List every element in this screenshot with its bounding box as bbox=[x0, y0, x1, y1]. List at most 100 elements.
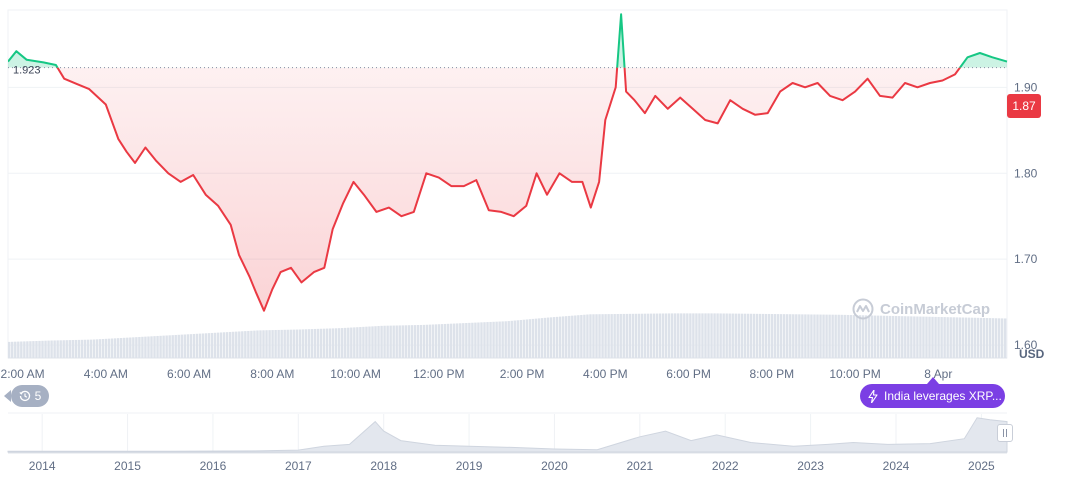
volume-bar bbox=[150, 336, 153, 358]
volume-bar bbox=[707, 313, 710, 358]
volume-bar bbox=[819, 314, 822, 358]
currency-label: USD bbox=[1019, 347, 1045, 361]
volume-bar bbox=[607, 314, 610, 358]
volume-bar bbox=[928, 316, 931, 358]
volume-bar bbox=[958, 317, 961, 358]
volume-bar bbox=[492, 321, 495, 358]
volume-bar bbox=[38, 340, 41, 358]
volume-bar bbox=[937, 316, 940, 358]
volume-bar bbox=[598, 314, 601, 358]
volume-bar bbox=[767, 313, 771, 358]
volume-bar bbox=[486, 322, 489, 358]
volume-bar bbox=[834, 314, 837, 358]
news-event-badge[interactable]: India leverages XRP... bbox=[860, 384, 1005, 408]
volume-bar bbox=[68, 340, 71, 358]
volume-bar bbox=[337, 328, 341, 358]
volume-bar bbox=[840, 314, 843, 358]
volume-bar bbox=[701, 313, 704, 358]
navigator-year-label: 2018 bbox=[370, 459, 397, 473]
volume-bar bbox=[310, 329, 314, 358]
navigator-range-handle[interactable] bbox=[997, 424, 1013, 442]
volume-bar bbox=[101, 338, 105, 358]
volume-bar bbox=[8, 341, 11, 358]
volume-bar bbox=[628, 313, 632, 358]
volume-bar bbox=[816, 314, 819, 358]
volume-bar bbox=[761, 313, 765, 358]
volume-bar bbox=[631, 313, 635, 358]
volume-bar bbox=[216, 332, 220, 358]
volume-bar bbox=[65, 340, 68, 358]
volume-bar bbox=[577, 315, 580, 358]
volume-bar bbox=[543, 317, 547, 358]
volume-bar bbox=[967, 317, 971, 358]
volume-bar bbox=[773, 314, 777, 358]
volume-bar bbox=[776, 314, 780, 358]
volume-bar bbox=[719, 313, 722, 358]
volume-bar bbox=[619, 313, 622, 358]
navigator-year-label: 2022 bbox=[712, 459, 739, 473]
y-tick-label: 1.80 bbox=[1014, 166, 1038, 180]
price-line-below bbox=[56, 67, 962, 312]
x-tick-label: 4:00 PM bbox=[583, 367, 628, 381]
volume-bar bbox=[637, 313, 641, 358]
volume-bar bbox=[431, 324, 435, 358]
volume-bar bbox=[752, 313, 756, 358]
volume-bar bbox=[395, 325, 398, 358]
navigator[interactable]: 2014 2015 2016 2017 2018 2019 2020 2021 2022 2023… bbox=[7, 412, 1008, 473]
volume-bar bbox=[604, 314, 607, 358]
volume-bar bbox=[825, 314, 828, 358]
volume-bar bbox=[852, 315, 856, 358]
volume-bar bbox=[29, 341, 32, 358]
volume-bar bbox=[795, 314, 798, 358]
volume-bar bbox=[289, 329, 292, 358]
volume-bar bbox=[398, 325, 401, 358]
volume-bar bbox=[919, 316, 922, 358]
volume-bar bbox=[71, 340, 74, 358]
volume-bar bbox=[344, 327, 347, 358]
volume-bar bbox=[219, 332, 223, 358]
volume-bar bbox=[325, 328, 329, 358]
volume-bar bbox=[722, 313, 725, 358]
volume-bar bbox=[946, 317, 949, 358]
volume-bar bbox=[62, 340, 65, 358]
volume-bar bbox=[622, 313, 625, 358]
volume-bar bbox=[961, 317, 965, 358]
volume-bar bbox=[235, 331, 238, 358]
volume-bar bbox=[228, 331, 232, 358]
volume-bar bbox=[613, 314, 616, 358]
volume-bar bbox=[991, 318, 995, 358]
volume-bar bbox=[674, 313, 677, 358]
volume-bar bbox=[116, 338, 120, 358]
volume-bar bbox=[41, 340, 44, 358]
volume-bar bbox=[979, 317, 983, 358]
volume-bar bbox=[86, 339, 90, 358]
y-tick-label: 1.60 bbox=[1014, 338, 1038, 352]
volume-bar bbox=[465, 323, 468, 358]
volume-bar bbox=[437, 324, 441, 358]
volume-bar bbox=[201, 333, 205, 358]
x-tick-label: 6:00 AM bbox=[167, 367, 211, 381]
y-axis-ticks: 1.90 1.80 1.70 1.60 bbox=[1014, 80, 1038, 352]
navigator-year-label: 2017 bbox=[285, 459, 312, 473]
x-tick-label: 12:00 PM bbox=[413, 367, 464, 381]
volume-bar bbox=[159, 335, 162, 358]
volume-bar bbox=[894, 316, 898, 358]
history-events-button[interactable]: 5 bbox=[4, 385, 49, 407]
volume-bar bbox=[413, 325, 417, 358]
volume-bar bbox=[540, 318, 544, 358]
volume-bar bbox=[250, 330, 253, 358]
volume-bar bbox=[770, 314, 774, 358]
volume-bar bbox=[985, 318, 989, 358]
volume-bar bbox=[268, 330, 271, 358]
volume-bar bbox=[141, 336, 144, 358]
volume-bar bbox=[813, 314, 816, 358]
volume-bar bbox=[107, 338, 111, 358]
volume-bar bbox=[764, 313, 768, 358]
volume-bar bbox=[147, 336, 150, 358]
volume-bar bbox=[331, 328, 335, 358]
volume-bar bbox=[74, 339, 78, 358]
volume-bar bbox=[704, 313, 707, 358]
volume-bar bbox=[888, 315, 892, 358]
volume-bar bbox=[728, 313, 731, 358]
